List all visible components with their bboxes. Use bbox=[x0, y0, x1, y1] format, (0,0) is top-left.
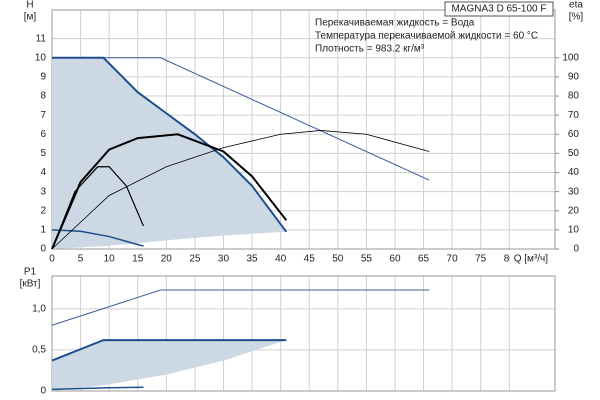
y2-tick-label: 70 bbox=[568, 110, 580, 121]
x-axis-label: Q [м³/ч] bbox=[514, 254, 549, 265]
annotation: Перекачиваемая жидкость = Вода bbox=[315, 18, 475, 29]
y-tick-label: 2 bbox=[40, 205, 46, 216]
curve bbox=[51, 339, 287, 362]
curve bbox=[51, 133, 288, 250]
x-tick-label: 75 bbox=[475, 254, 487, 265]
y-axis-label: H bbox=[26, 0, 33, 11]
x-tick-label: 0 bbox=[49, 254, 55, 265]
x-tick-label: 55 bbox=[361, 254, 373, 265]
x-tick-label: 60 bbox=[389, 254, 401, 265]
chart-title: MAGNA3 D 65-100 F bbox=[451, 4, 546, 15]
y2-tick-label: 20 bbox=[568, 205, 580, 216]
y2-tick-label: 30 bbox=[568, 186, 580, 197]
y-tick-label: 4 bbox=[40, 167, 46, 178]
y-tick-label: 0,5 bbox=[32, 345, 46, 356]
annotation: Плотность = 983.2 кг/м³ bbox=[315, 44, 425, 55]
y-tick-label: 7 bbox=[40, 110, 46, 121]
y-tick-label: 6 bbox=[40, 129, 46, 140]
curve bbox=[51, 166, 145, 250]
x-tick-label: 80 bbox=[504, 254, 516, 265]
x-tick-label: 15 bbox=[132, 254, 144, 265]
y2-tick-label: 0 bbox=[573, 244, 579, 255]
y2-tick-label: 40 bbox=[568, 167, 580, 178]
annotation: Температура перекачиваемой жидкости = 60… bbox=[315, 31, 538, 42]
x-label-bg bbox=[510, 252, 554, 266]
y-tick-label: 11 bbox=[36, 33, 47, 44]
x-tick-label: 10 bbox=[104, 254, 116, 265]
x-tick-label: 35 bbox=[246, 254, 258, 265]
y2-tick-label: 50 bbox=[568, 148, 580, 159]
y-tick-label: 1 bbox=[40, 225, 46, 236]
title-box bbox=[444, 1, 554, 17]
y2-axis-unit: [%] bbox=[569, 12, 584, 23]
x-tick-label: 20 bbox=[161, 254, 173, 265]
x-tick-label: 65 bbox=[418, 254, 430, 265]
y2-tick-label: 90 bbox=[568, 72, 580, 83]
y-tick-label: 9 bbox=[40, 72, 46, 83]
y2-tick-label: 10 bbox=[568, 225, 580, 236]
curve bbox=[51, 229, 144, 247]
x-tick-label: 40 bbox=[275, 254, 287, 265]
x-tick-label: 70 bbox=[447, 254, 459, 265]
plot-frame bbox=[51, 275, 556, 392]
y-axis-label: P1 bbox=[24, 267, 37, 278]
curve bbox=[51, 386, 144, 391]
curve bbox=[51, 289, 430, 326]
y-axis-unit: [кВт] bbox=[20, 279, 41, 290]
x-tick-label: 25 bbox=[189, 254, 201, 265]
y2-tick-label: 80 bbox=[568, 91, 580, 102]
curve bbox=[52, 56, 288, 233]
y-tick-label: 8 bbox=[40, 91, 46, 102]
operating-area bbox=[52, 57, 287, 249]
y2-tick-label: 100 bbox=[562, 52, 579, 63]
x-tick-label: 45 bbox=[304, 254, 316, 265]
y-tick-label: 3 bbox=[40, 186, 46, 197]
y2-axis-label: eta bbox=[569, 0, 583, 11]
operating-area bbox=[52, 340, 287, 391]
y-tick-label: 10 bbox=[35, 52, 47, 63]
y2-tick-label: 60 bbox=[568, 129, 580, 140]
y-tick-label: 5 bbox=[40, 148, 46, 159]
x-tick-label: 5 bbox=[78, 254, 84, 265]
y-tick-label: 0 bbox=[40, 386, 46, 397]
x-tick-label: 50 bbox=[332, 254, 344, 265]
y-axis-unit: [м] bbox=[24, 12, 37, 23]
curve bbox=[51, 130, 430, 250]
y-tick-label: 1,0 bbox=[32, 303, 46, 314]
x-tick-label: 30 bbox=[218, 254, 230, 265]
y-tick-label: 0 bbox=[40, 244, 46, 255]
